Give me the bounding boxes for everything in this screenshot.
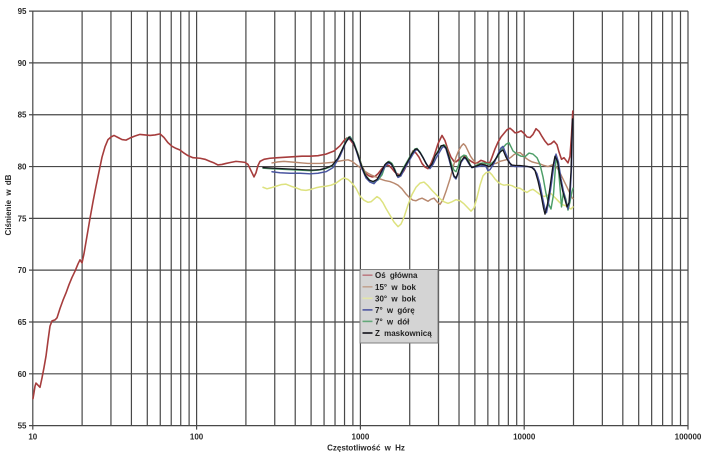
svg-text:75: 75 (18, 214, 27, 223)
svg-text:Oś główna: Oś główna (375, 271, 418, 280)
svg-text:10000: 10000 (513, 433, 536, 442)
svg-text:95: 95 (18, 7, 27, 16)
svg-text:90: 90 (18, 59, 27, 68)
svg-text:1000: 1000 (352, 433, 370, 442)
svg-text:10: 10 (28, 433, 37, 442)
svg-text:70: 70 (18, 266, 27, 275)
svg-text:Z maskownicą: Z maskownicą (375, 329, 432, 338)
svg-text:100000: 100000 (675, 433, 702, 442)
svg-text:80: 80 (18, 163, 27, 172)
svg-text:7° w dół: 7° w dół (375, 317, 410, 326)
svg-text:55: 55 (18, 422, 27, 431)
svg-text:Częstotliwość w Hz: Częstotliwość w Hz (327, 444, 405, 453)
svg-text:85: 85 (18, 111, 27, 120)
svg-text:7° w górę: 7° w górę (375, 306, 415, 315)
svg-text:Ciśnienie w dB: Ciśnienie w dB (4, 174, 13, 235)
svg-text:60: 60 (18, 370, 27, 379)
svg-text:65: 65 (18, 318, 27, 327)
svg-text:30° w bok: 30° w bok (375, 294, 417, 303)
svg-text:100: 100 (190, 433, 204, 442)
svg-text:15° w bok: 15° w bok (375, 283, 417, 292)
